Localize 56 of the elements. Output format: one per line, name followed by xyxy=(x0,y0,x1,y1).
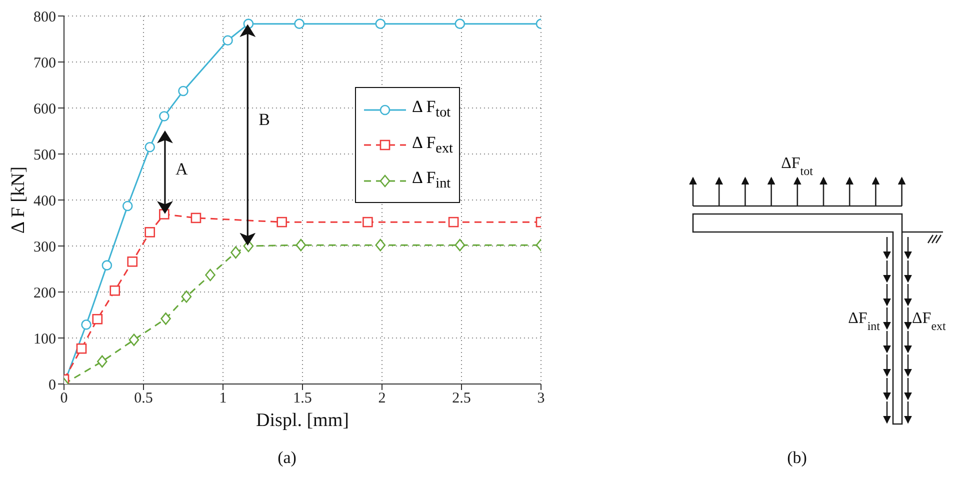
point xyxy=(190,212,202,224)
point xyxy=(205,268,216,282)
y-tick-label: 500 xyxy=(34,147,56,164)
y-tick-label: 300 xyxy=(34,239,56,256)
x-tick-label: 2 xyxy=(378,390,386,407)
text: (b) xyxy=(787,448,807,467)
point xyxy=(448,216,459,228)
x-tick-label: 1 xyxy=(219,390,227,407)
point xyxy=(230,246,241,259)
point xyxy=(127,256,138,267)
point xyxy=(181,290,192,303)
y-axis-title: Δ F [kN] xyxy=(8,166,29,234)
y-tick-label: 700 xyxy=(34,55,56,72)
point xyxy=(362,216,373,228)
point xyxy=(144,227,156,238)
point xyxy=(97,355,108,368)
text: ΔF$_{int}$ xyxy=(848,310,881,333)
point xyxy=(122,200,133,212)
point xyxy=(454,238,466,252)
x-tick-label: 0.5 xyxy=(134,390,153,407)
text: (a) xyxy=(278,448,296,467)
x-tick-label: 2.5 xyxy=(452,390,471,407)
x-tick-label: 3 xyxy=(537,390,545,407)
annotation: B xyxy=(258,110,270,130)
y-tick-label: 400 xyxy=(34,193,56,210)
y-tick-label: 0 xyxy=(48,377,56,394)
point xyxy=(294,18,304,29)
point xyxy=(81,320,92,330)
text: ΔF$_{tot}$ xyxy=(781,155,814,178)
y-tick-label: 200 xyxy=(34,285,56,302)
point xyxy=(222,35,233,46)
x-tick-label: 0 xyxy=(60,390,68,407)
legend-label: Δ F$_{tot}$ xyxy=(412,96,451,123)
point xyxy=(454,18,466,29)
point xyxy=(76,343,87,354)
x-axis-title: Displ. [mm] xyxy=(256,410,349,431)
point xyxy=(102,260,112,270)
point xyxy=(375,238,386,252)
point xyxy=(178,86,188,96)
x-tick-label: 1.5 xyxy=(293,390,312,407)
point xyxy=(296,238,306,252)
text: ΔF$_{ext}$ xyxy=(912,310,947,333)
point xyxy=(159,111,170,122)
point xyxy=(160,312,171,325)
y-tick-label: 600 xyxy=(34,101,56,118)
legend-label: Δ F$_{ext}$ xyxy=(412,132,453,158)
point xyxy=(276,216,287,228)
point xyxy=(92,314,103,324)
legend-label: Δ F$_{int}$ xyxy=(412,167,451,194)
y-tick-label: 800 xyxy=(34,9,56,26)
point xyxy=(144,142,156,152)
point xyxy=(128,334,140,346)
point xyxy=(110,285,120,296)
y-tick-label: 100 xyxy=(34,331,56,348)
annotation: A xyxy=(176,160,189,179)
point xyxy=(375,18,386,29)
